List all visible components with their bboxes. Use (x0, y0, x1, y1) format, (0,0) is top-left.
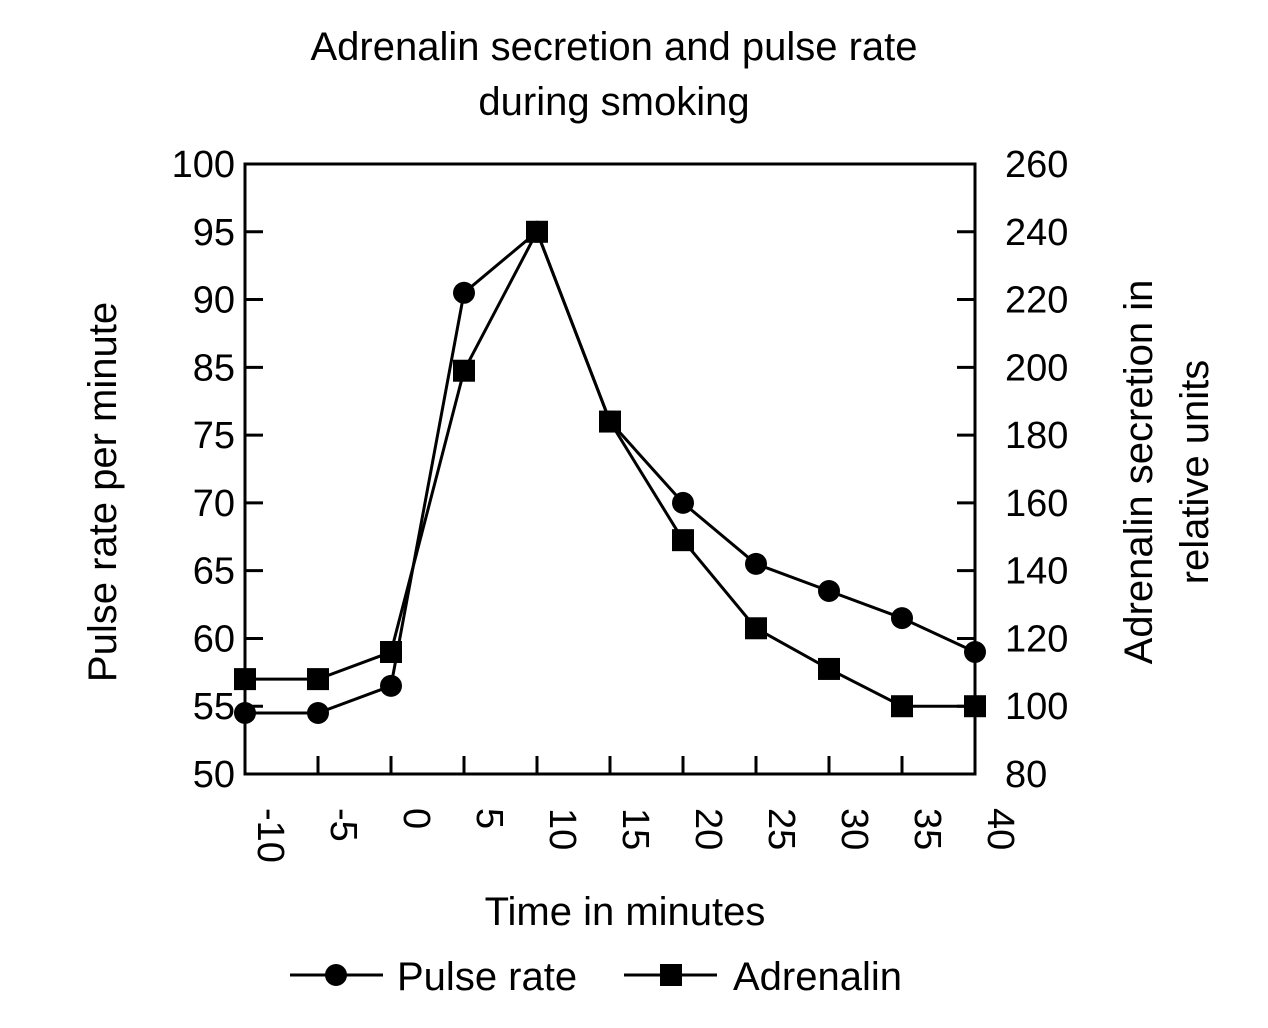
left-tick-label: 85 (193, 347, 235, 389)
data-point-square (964, 695, 986, 718)
legend-item-adrenalin: Adrenalin (624, 955, 902, 999)
left-tick-label: 90 (193, 280, 235, 322)
data-point-square (234, 668, 256, 691)
x-tick-label: 0 (395, 808, 437, 829)
right-y-axis-label: Adrenalin secretion in relative units (1117, 280, 1217, 665)
left-tick-label: 65 (193, 551, 235, 593)
right-tick-label: 220 (1005, 280, 1068, 322)
right-tick-label: 180 (1005, 415, 1068, 457)
left-tick-label: 70 (193, 483, 235, 525)
data-point-circle (380, 674, 402, 697)
data-point-square (672, 529, 694, 552)
x-tick-label: -5 (322, 808, 364, 842)
legend-adrenalin-marker (660, 964, 682, 986)
x-tick-label: 30 (833, 808, 875, 850)
x-tick-label: 40 (979, 808, 1021, 850)
right-tick-label: 240 (1005, 212, 1068, 254)
legend: Pulse rate Adrenalin (290, 955, 902, 999)
legend-pulse-marker (325, 964, 347, 986)
legend-pulse-label: Pulse rate (397, 955, 577, 999)
data-point-circle (453, 281, 475, 304)
data-point-circle (234, 702, 256, 724)
data-point-square (380, 641, 402, 663)
x-tick-label: 35 (906, 808, 948, 850)
legend-adrenalin-label: Adrenalin (733, 955, 902, 999)
chart-title-line-1: Adrenalin secretion and pulse rate (310, 25, 917, 69)
left-y-axis: 50 55 60 65 70 75 85 90 95 100 (172, 144, 263, 796)
data-point-square (745, 617, 767, 640)
data-point-circle (818, 580, 840, 602)
x-tick-label: 10 (541, 808, 583, 850)
data-point-circle (891, 607, 913, 630)
data-point-square (307, 668, 329, 691)
right-tick-label: 160 (1005, 483, 1068, 525)
series-pulse-rate (234, 220, 986, 724)
series-line (245, 228, 975, 708)
data-point-circle (672, 491, 694, 514)
right-tick-label: 140 (1005, 551, 1068, 593)
right-tick-label: 100 (1005, 686, 1068, 728)
right-tick-label: 80 (1005, 754, 1047, 796)
series-adrenalin (234, 220, 986, 718)
right-tick-label: 200 (1005, 347, 1068, 389)
left-tick-label: 75 (193, 415, 235, 457)
x-tick-label: 25 (760, 808, 802, 850)
left-tick-label: 60 (193, 618, 235, 660)
x-tick-label: 5 (468, 808, 510, 829)
x-tick-label: -10 (249, 808, 291, 863)
right-y-axis-label-line-1: Adrenalin secretion in (1117, 280, 1161, 665)
right-tick-label: 260 (1005, 144, 1068, 186)
x-tick-label: 15 (614, 808, 656, 850)
left-tick-label: 50 (193, 754, 235, 796)
right-y-axis: 80 100 120 140 160 180 200 220 240 260 (957, 144, 1068, 796)
data-point-square (891, 695, 913, 718)
data-point-circle (745, 552, 767, 575)
x-tick-label: 20 (687, 808, 729, 850)
data-point-circle (307, 702, 329, 724)
legend-item-pulse-rate: Pulse rate (290, 955, 577, 999)
data-point-square (453, 359, 475, 382)
series-layer (234, 220, 986, 724)
left-tick-label: 55 (193, 686, 235, 728)
chart-title-line-2: during smoking (478, 80, 749, 124)
right-y-axis-label-line-2: relative units (1173, 360, 1217, 585)
x-axis: -10 -5 0 5 10 15 20 25 30 35 40 (249, 756, 1021, 863)
x-axis-label: Time in minutes (485, 890, 766, 934)
left-y-axis-label: Pulse rate per minute (81, 302, 125, 682)
data-point-square (599, 410, 621, 433)
data-point-square (818, 657, 840, 680)
left-tick-label: 95 (193, 212, 235, 254)
right-tick-label: 120 (1005, 618, 1068, 660)
series-line (245, 229, 976, 715)
chart-title: Adrenalin secretion and pulse rate durin… (310, 25, 917, 124)
plot-area-frame (243, 162, 977, 776)
data-point-square (526, 220, 548, 243)
left-tick-label: 100 (172, 144, 235, 186)
data-point-circle (964, 641, 986, 663)
